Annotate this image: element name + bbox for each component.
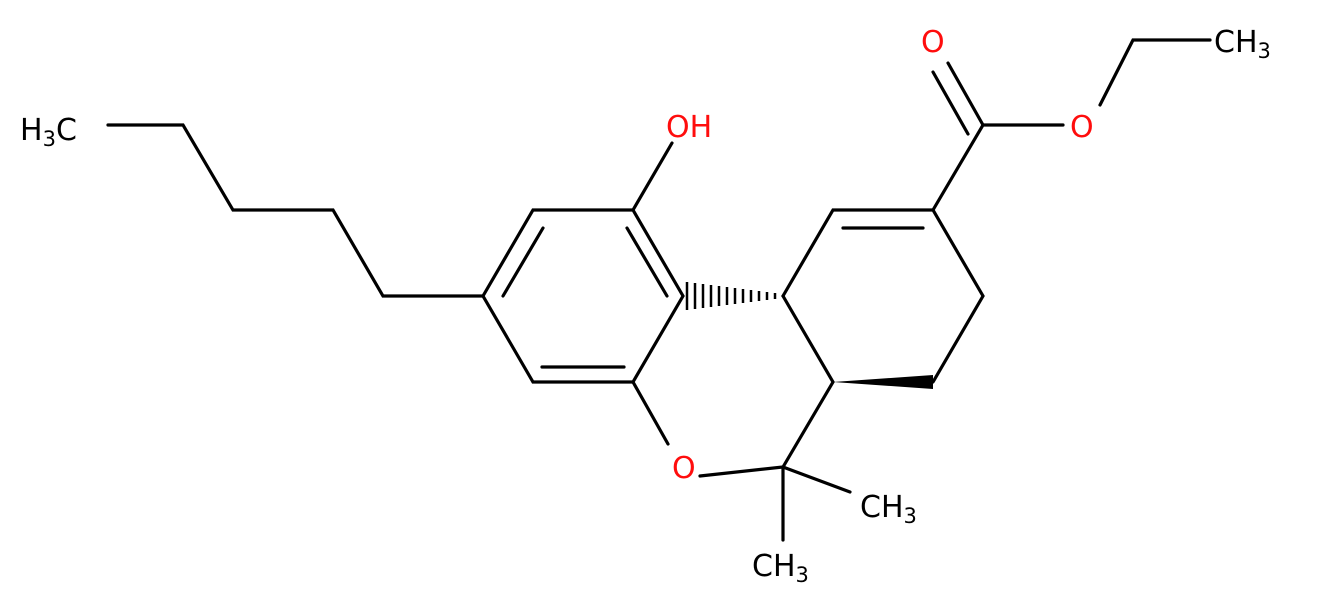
label-subscript: 3 (43, 127, 56, 151)
atom-labels: H3C OH O O O CH3 CH3 CH3 (20, 25, 1271, 587)
wedge-bond (833, 375, 933, 389)
label-subscript: 3 (904, 504, 917, 528)
methyl-label: CH3 (752, 549, 809, 587)
methyl-label: CH3 (860, 490, 917, 528)
aromatic-double-bonds (501, 226, 669, 369)
hydroxyl-label: OH (666, 110, 712, 145)
label-text: H (20, 113, 43, 148)
pyran-bonds (631, 294, 835, 478)
label-text: CH (860, 490, 904, 525)
hashed-wedge-bond (685, 282, 777, 310)
aromatic-ring (481, 208, 685, 384)
label-subscript: 3 (1258, 39, 1271, 63)
pentyl-chain (106, 123, 485, 298)
label-text: CH (1214, 25, 1258, 60)
label-subscript: 3 (796, 563, 809, 587)
label-text: C (56, 113, 77, 148)
cyclohexene-bonds (781, 208, 985, 384)
methyl-bonds (781, 465, 852, 542)
hydroxyl-bond (631, 141, 674, 212)
oxygen-label: O (1070, 110, 1094, 145)
bonds (106, 38, 1212, 542)
methyl-label: CH3 (1214, 25, 1271, 63)
methyl-label: H3C (20, 113, 77, 151)
oxygen-label: O (921, 25, 945, 60)
carbonyl-bond (931, 61, 985, 136)
label-text: CH (752, 549, 796, 584)
oxygen-label: O (672, 451, 696, 486)
